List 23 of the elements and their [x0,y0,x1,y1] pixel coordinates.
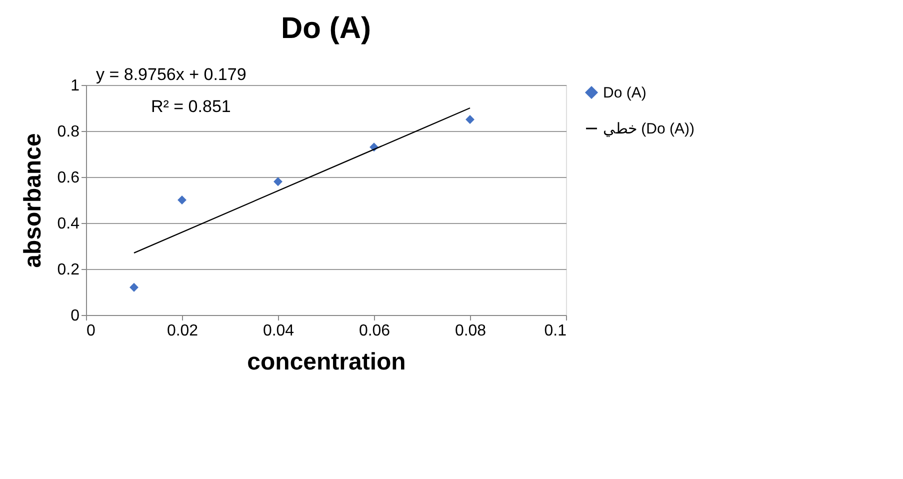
x-tick-label: 0 [86,322,96,340]
chart-title: Do (A) [281,12,371,45]
y-tick-label: 0.8 [57,124,80,140]
x-axis-title: concentration [247,348,406,376]
annotation: R² = 0.851 [151,97,231,116]
x-tick-label: 0.02 [166,322,198,340]
point [466,115,474,124]
x-tick-label: 0.04 [262,322,294,340]
text: y = 8.9756x + 0.179 [96,65,246,84]
point [274,177,282,186]
y-axis-title: absorbance [19,133,46,268]
legend-label: Do (A) [603,84,646,102]
x-tick-label: 0.06 [358,322,390,340]
y-tick-label: 0.6 [57,170,80,186]
x-tick-label: 0.08 [454,322,486,340]
x-tick-label: 0.1 [544,322,567,340]
point [178,196,186,204]
point [130,282,138,292]
y-tick-label: 1 [70,78,80,94]
y-tick-label: 0 [70,308,80,324]
y-tick-label: 0.2 [57,262,80,278]
legend-label: خطي (Do (A)) [603,120,694,138]
y-tick-label: 0.4 [57,216,80,232]
